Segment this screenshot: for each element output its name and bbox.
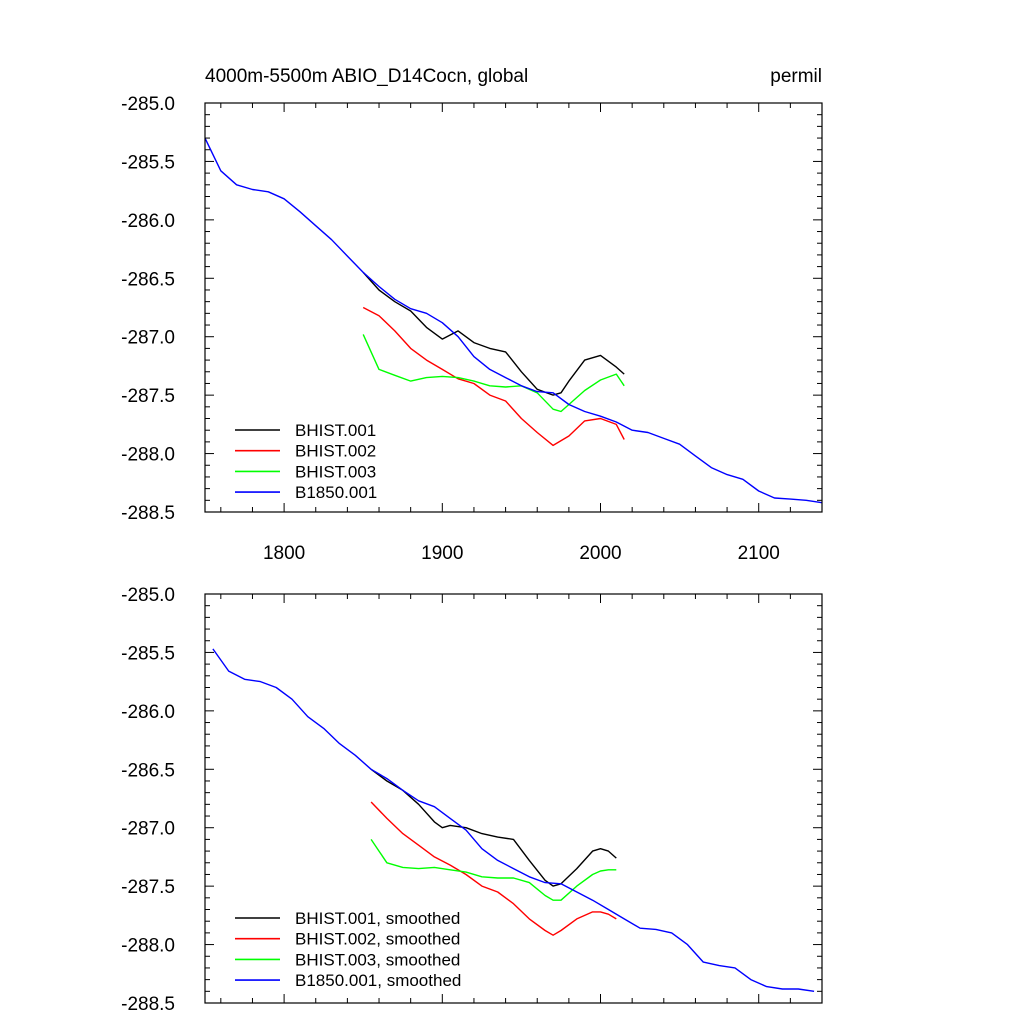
y-tick-label: -285.5 <box>121 643 175 664</box>
y-tick-label: -288.0 <box>121 445 175 466</box>
y-tick-label: -287.5 <box>121 877 175 898</box>
x-tick-label: 1800 <box>263 543 305 564</box>
series-line-2 <box>362 306 625 447</box>
y-tick-label: -288.0 <box>121 936 175 957</box>
legend-label: BHIST.003, smoothed <box>295 950 460 969</box>
y-tick-label: -286.5 <box>121 269 175 290</box>
plot-frame <box>204 102 823 513</box>
legend-label: BHIST.003 <box>295 462 376 481</box>
series-line-2 <box>370 801 617 936</box>
legend-label: B1850.001 <box>295 483 377 502</box>
y-tick-label: -285.5 <box>121 152 175 173</box>
legend: BHIST.001, smoothed BHIST.002, smoothedBH… <box>235 909 461 990</box>
series-line-1 <box>362 271 625 396</box>
legend-label: BHIST.002 <box>295 442 376 461</box>
legend-label: BHIST.002, smoothed <box>295 930 460 949</box>
y-tick-label: -286.0 <box>121 211 175 232</box>
series-line-4 <box>205 137 822 504</box>
series-line-3 <box>362 334 625 413</box>
series-line-3 <box>370 839 617 901</box>
y-tick-label: -285.0 <box>121 585 175 606</box>
y-tick-label: -286.0 <box>121 702 175 723</box>
chart-units: permil <box>770 66 822 87</box>
y-tick-label: -285.0 <box>121 94 175 115</box>
plot-frame <box>204 593 823 1004</box>
chart-panel-2: -285.0 -285.5 -286.0 -286.5 -287.0 -287.5 -288… <box>121 585 823 1015</box>
chart-panel-1: -285.0 -285.5 -286.0 -286.5 -287.0 -287.5 -288… <box>121 94 823 564</box>
legend-label: BHIST.001, smoothed <box>295 909 460 928</box>
y-tick-label: -287.5 <box>121 386 175 407</box>
y-tick-label: -287.0 <box>121 819 175 840</box>
chart-title: 4000m-5500m ABIO_D14Cocn, global <box>205 66 528 87</box>
series-line-4 <box>212 648 815 992</box>
legend-label: BHIST.001 <box>295 421 376 440</box>
series-line-1 <box>370 768 617 887</box>
y-tick-label: -288.5 <box>121 994 175 1015</box>
y-tick-label: -288.5 <box>121 503 175 524</box>
y-tick-label: -287.0 <box>121 328 175 349</box>
x-tick-label: 2000 <box>579 543 621 564</box>
x-tick-label: 1900 <box>421 543 463 564</box>
legend-label: B1850.001, smoothed <box>295 971 461 990</box>
x-tick-label: 2100 <box>738 543 780 564</box>
y-tick-label: -286.5 <box>121 760 175 781</box>
